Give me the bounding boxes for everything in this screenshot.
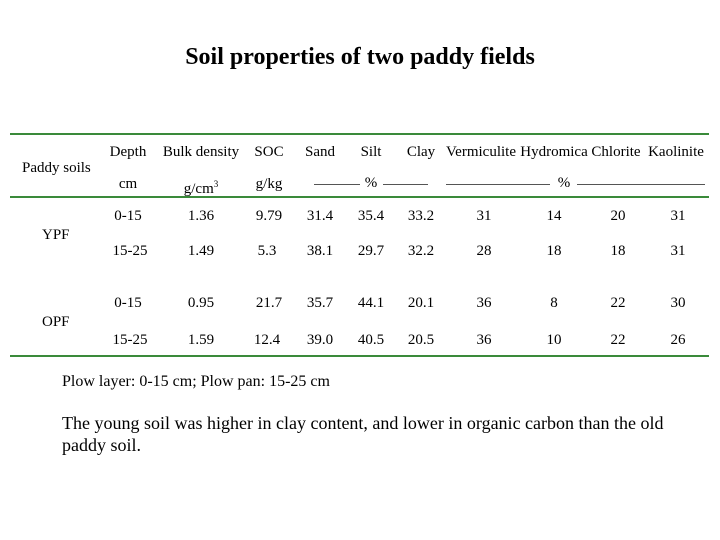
unit-soc: g/kg [255,176,283,192]
table-top-rule [10,133,709,135]
summary-note: The young soil was higher in clay conten… [62,413,664,455]
cell-vermiculite: 31 [476,208,492,224]
cell-sand: 38.1 [306,243,334,259]
cell-clay: 32.2 [407,243,435,259]
cell-soc: 5.3 [257,243,277,259]
cell-kaolinite: 30 [670,295,686,311]
cell-soc: 21.7 [255,295,283,311]
cell-depth: 0-15 [114,295,142,311]
cell-bulk-density: 1.49 [187,243,215,259]
header-depth: Depth [109,144,147,160]
cell-hydromica: 8 [550,295,558,311]
header-silt: Silt [360,144,382,160]
header-chlorite: Chlorite [591,144,641,160]
header-hydromica: Hydromica [520,144,588,160]
unit-depth: cm [118,176,138,192]
table-bottom-rule [10,355,709,357]
cell-kaolinite: 26 [670,332,686,348]
header-clay: Clay [406,144,436,160]
cell-bulk-density: 0.95 [187,295,215,311]
cell-chlorite: 20 [610,208,626,224]
cell-vermiculite: 36 [476,332,492,348]
cell-depth: 15-25 [112,243,148,259]
mineral-span-line-right [577,184,705,185]
header-kaolinite: Kaolinite [648,144,704,160]
header-sand: Sand [305,144,335,160]
cell-soc: 9.79 [255,208,283,224]
unit-minerals: % [557,175,571,191]
cell-vermiculite: 36 [476,295,492,311]
cell-kaolinite: 31 [670,208,686,224]
mineral-span-line-left [446,184,550,185]
cell-clay: 20.5 [407,332,435,348]
header-bulk-density: Bulk density [162,144,240,160]
slide-title: Soil properties of two paddy fields [185,44,535,70]
header-soc: SOC [254,144,284,160]
cell-silt: 40.5 [357,332,385,348]
cell-hydromica: 10 [546,332,562,348]
cell-silt: 29.7 [357,243,385,259]
cell-hydromica: 14 [546,208,562,224]
cell-vermiculite: 28 [476,243,492,259]
cell-silt: 44.1 [357,295,385,311]
header-bottom-rule [10,196,709,198]
cell-clay: 33.2 [407,208,435,224]
cell-bulk-density: 1.36 [187,208,215,224]
cell-sand: 35.7 [306,295,334,311]
texture-span-line-right [383,184,428,185]
texture-span-line-left [314,184,360,185]
cell-kaolinite: 31 [670,243,686,259]
cell-chlorite: 22 [610,295,626,311]
cell-bulk-density: 1.59 [187,332,215,348]
cell-silt: 35.4 [357,208,385,224]
header-paddy-soils: Paddy soils [22,160,91,176]
cell-hydromica: 18 [546,243,562,259]
cell-soc: 12.4 [253,332,281,348]
cell-chlorite: 22 [610,332,626,348]
unit-texture: % [364,175,378,191]
layer-note: Plow layer: 0-15 cm; Plow pan: 15-25 cm [62,373,330,390]
cell-clay: 20.1 [407,295,435,311]
cell-chlorite: 18 [610,243,626,259]
cell-sand: 39.0 [306,332,334,348]
cell-sand: 31.4 [306,208,334,224]
group-label-opf: OPF [42,314,70,330]
header-vermiculite: Vermiculite [446,144,516,160]
unit-bulk-density: g/cm3 [183,179,219,197]
cell-depth: 0-15 [114,208,142,224]
cell-depth: 15-25 [112,332,148,348]
group-label-ypf: YPF [42,227,70,243]
